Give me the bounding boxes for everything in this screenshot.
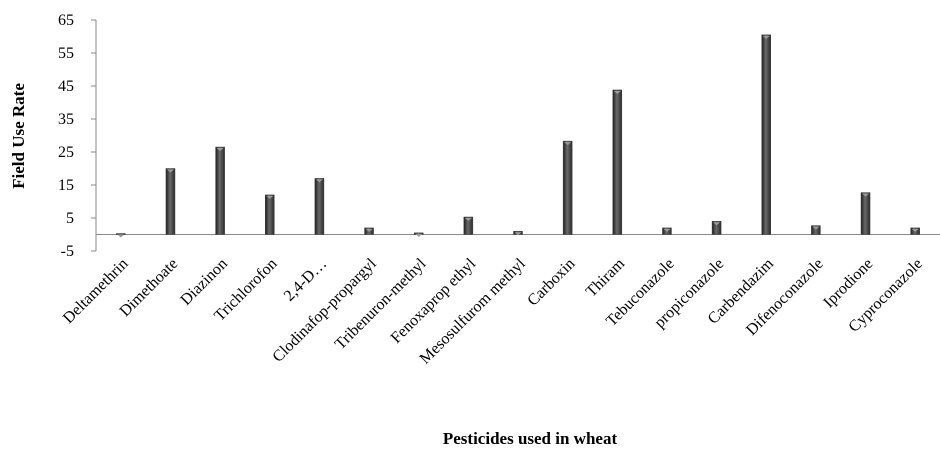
bar-1 bbox=[165, 168, 176, 235]
y-tick-label: 45 bbox=[58, 78, 74, 95]
bar-cap-1 bbox=[166, 169, 174, 173]
bar-15 bbox=[860, 192, 871, 235]
bar-4 bbox=[314, 178, 325, 235]
bar-cap-9 bbox=[564, 142, 572, 146]
bar-cap-4 bbox=[315, 179, 323, 183]
bar-cap-0 bbox=[117, 234, 125, 238]
y-tick-label: 15 bbox=[58, 177, 74, 194]
y-tick-label: 35 bbox=[58, 111, 74, 128]
y-tick-label: 65 bbox=[58, 12, 74, 29]
x-tick-label: Thiram bbox=[583, 255, 629, 301]
bar-cap-15 bbox=[862, 193, 870, 197]
bar-cap-14 bbox=[812, 226, 820, 230]
y-tick-label: 5 bbox=[66, 210, 74, 227]
bar-cap-12 bbox=[713, 222, 721, 226]
y-tick-label: -5 bbox=[61, 243, 74, 260]
bar-10 bbox=[612, 89, 623, 235]
y-axis: -5 5 15 25 35 45 55 65 bbox=[58, 12, 940, 260]
bar-cap-7 bbox=[464, 218, 472, 222]
x-tick-label: Carboxin bbox=[524, 255, 578, 309]
x-axis-title: Pesticides used in wheat bbox=[443, 429, 618, 446]
bar-0 bbox=[116, 233, 126, 235]
bar-cap-5 bbox=[365, 228, 373, 232]
bar-7 bbox=[463, 216, 474, 235]
x-tick-label: Fenoxaprop ethyl bbox=[388, 255, 480, 347]
bar-2 bbox=[215, 146, 225, 235]
x-tick-label: Deltamethrin bbox=[60, 255, 132, 327]
bars bbox=[116, 34, 920, 238]
bar-cap-6 bbox=[415, 233, 423, 237]
x-tick-label: Tribenuron-methyl bbox=[332, 255, 430, 353]
bar-14 bbox=[811, 225, 821, 235]
bar-cap-2 bbox=[216, 148, 224, 152]
bar-cap-11 bbox=[663, 228, 671, 232]
x-tick-label: 2,4-D… bbox=[281, 255, 330, 304]
bar-cap-16 bbox=[911, 228, 919, 232]
bar-13 bbox=[761, 34, 771, 235]
y-tick-label: 25 bbox=[58, 144, 74, 161]
bar-cap-8 bbox=[514, 232, 522, 236]
x-axis-tick-labels: DeltamethrinDimethoateDiazinonTrichlorof… bbox=[60, 255, 926, 368]
bar-cap-13 bbox=[762, 35, 770, 39]
y-tick-label: 55 bbox=[58, 45, 74, 62]
bar-cap-10 bbox=[613, 90, 621, 94]
bar-9 bbox=[562, 140, 573, 235]
y-axis-title: Field Use Rate bbox=[9, 83, 28, 189]
bar-3 bbox=[265, 194, 275, 235]
bar-cap-3 bbox=[266, 195, 274, 199]
bar-12 bbox=[711, 221, 722, 235]
